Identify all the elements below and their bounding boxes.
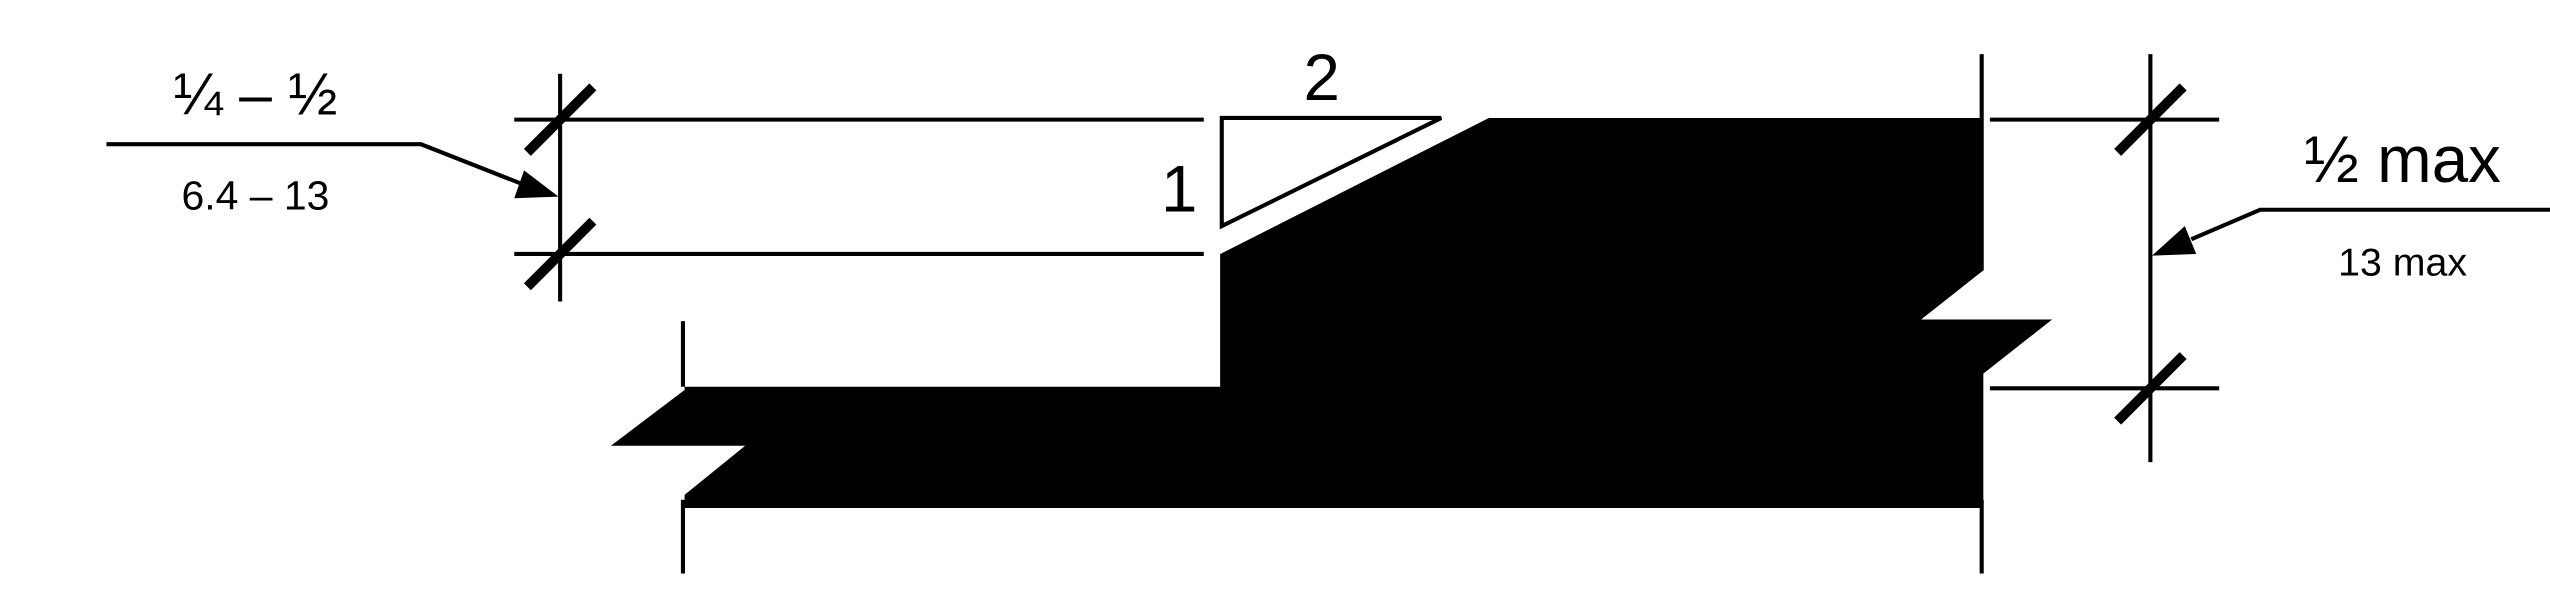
bevel-notch xyxy=(1220,117,1489,254)
right-dimension-imperial: ½ max xyxy=(2304,123,2501,196)
left-leader-arrow xyxy=(514,170,559,199)
tick-left-bottom xyxy=(523,217,597,291)
slope-run-label: 2 xyxy=(1303,41,1339,114)
slope-triangle xyxy=(1219,115,1443,230)
right-leader-arrow xyxy=(2152,226,2197,256)
left-dimension-metric: 6.4 – 13 xyxy=(182,173,330,219)
floor-surface xyxy=(610,117,2053,508)
left-leader xyxy=(106,142,559,199)
right-dimension-metric: 13 max xyxy=(2338,240,2467,284)
tick-right-top xyxy=(2114,83,2187,156)
tick-left-top xyxy=(523,83,597,156)
right-leader xyxy=(2152,207,2550,256)
tick-right-bottom xyxy=(2114,352,2187,425)
dimension-ticks xyxy=(523,83,2187,425)
left-dimension-imperial: ¼ – ½ xyxy=(174,63,338,128)
slope-rise-label: 1 xyxy=(1161,152,1197,225)
